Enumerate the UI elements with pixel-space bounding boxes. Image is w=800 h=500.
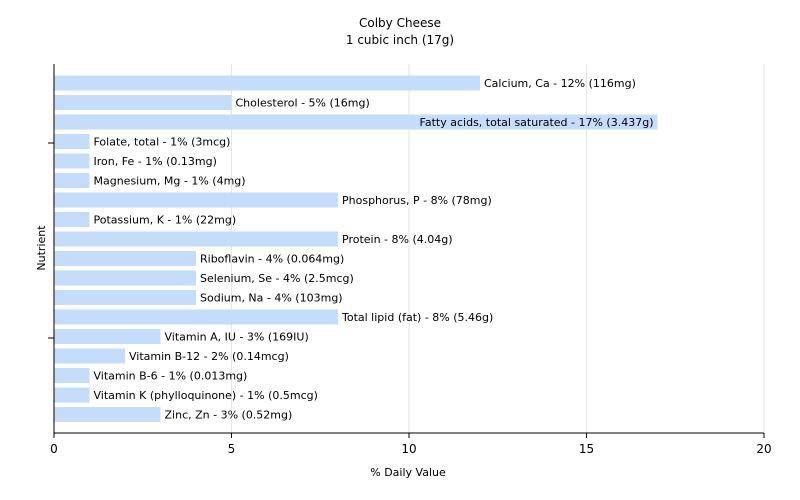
chart-subtitle: 1 cubic inch (17g) (346, 33, 454, 47)
bar-label-13: Vitamin A, IU - 3% (169IU) (165, 331, 309, 344)
bar-label-9: Riboflavin - 4% (0.064mg) (200, 253, 344, 266)
bar-8 (54, 231, 338, 247)
bar-15 (54, 368, 90, 383)
bar-label-5: Magnesium, Mg - 1% (4mg) (94, 175, 246, 188)
bar-0 (54, 75, 480, 91)
bar-label-2: Fatty acids, total saturated - 17% (3.43… (420, 116, 654, 129)
x-tick-label-5: 5 (228, 442, 236, 456)
bar-7 (54, 212, 90, 227)
bar-5 (54, 173, 90, 188)
x-axis-title: % Daily Value (370, 466, 446, 479)
x-tick-label-15: 15 (579, 442, 594, 456)
bar-label-14: Vitamin B-12 - 2% (0.14mcg) (129, 350, 289, 363)
bar-11 (54, 290, 196, 305)
bar-label-3: Folate, total - 1% (3mcg) (94, 136, 231, 149)
x-tick-label-0: 0 (50, 442, 58, 456)
bar-label-10: Selenium, Se - 4% (2.5mcg) (200, 272, 354, 285)
bar-2 (54, 114, 658, 130)
bar-3 (54, 134, 90, 149)
bar-label-15: Vitamin B-6 - 1% (0.013mg) (94, 370, 248, 383)
bar-label-17: Zinc, Zn - 3% (0.52mg) (165, 409, 293, 422)
bar-label-6: Phosphorus, P - 8% (78mg) (342, 194, 492, 207)
axes: 0 5 10 15 20 (48, 64, 772, 456)
bar-label-11: Sodium, Na - 4% (103mg) (200, 292, 343, 305)
bar-10 (54, 270, 196, 286)
bar-label-0: Calcium, Ca - 12% (116mg) (484, 77, 636, 90)
bar-label-12: Total lipid (fat) - 8% (5.46g) (341, 311, 493, 324)
bar-17 (54, 407, 161, 422)
bar-12 (54, 309, 338, 325)
bar-9 (54, 251, 196, 266)
y-axis-title: Nutrient (35, 225, 48, 271)
bars: Calcium, Ca - 12% (116mg) Cholesterol - 5… (54, 75, 658, 422)
bar-1 (54, 95, 232, 110)
bar-label-1: Cholesterol - 5% (16mg) (236, 97, 370, 110)
chart-title: Colby Cheese (359, 16, 441, 30)
bar-label-4: Iron, Fe - 1% (0.13mg) (94, 155, 217, 168)
bar-4 (54, 153, 90, 169)
bar-label-7: Potassium, K - 1% (22mg) (94, 214, 237, 227)
bar-14 (54, 348, 125, 364)
bar-13 (54, 329, 161, 344)
bar-16 (54, 387, 90, 403)
x-tick-label-10: 10 (401, 442, 416, 456)
bar-6 (54, 192, 338, 208)
bar-label-16: Vitamin K (phylloquinone) - 1% (0.5mcg) (94, 389, 318, 402)
x-tick-label-20: 20 (756, 442, 771, 456)
bar-label-8: Protein - 8% (4.04g) (342, 233, 453, 246)
